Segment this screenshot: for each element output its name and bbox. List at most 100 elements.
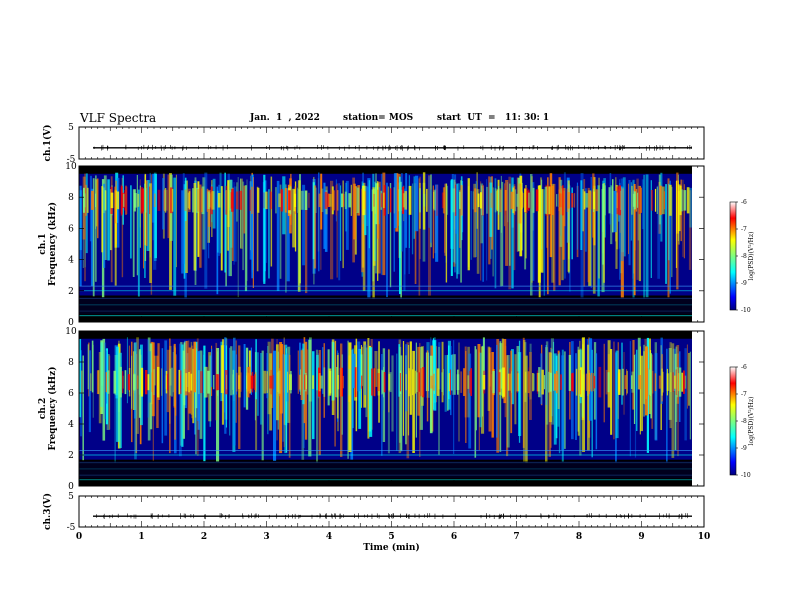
ch2-burst xyxy=(175,355,177,416)
ch1-burst xyxy=(380,173,383,275)
ch1-burst xyxy=(677,184,681,232)
ch1-core xyxy=(490,192,492,208)
ch1-burst xyxy=(668,183,670,261)
ch2-burst xyxy=(561,355,565,451)
ch2-burst xyxy=(579,340,581,394)
ch1-core xyxy=(337,190,339,211)
ch1-core xyxy=(585,193,589,208)
ch1-core xyxy=(201,188,203,213)
ch1-burst xyxy=(582,189,584,232)
ch1-burst xyxy=(377,181,381,274)
ch1-burst xyxy=(444,183,446,256)
ch1-burst xyxy=(282,176,286,235)
ch1-core xyxy=(442,187,446,214)
ch2-burst xyxy=(179,343,182,457)
ch2-burst xyxy=(632,340,635,410)
ch2-core xyxy=(239,372,242,392)
ch1-burst xyxy=(541,179,543,250)
ch1-core xyxy=(513,185,516,215)
ch2-core xyxy=(124,370,127,395)
ch2-burst xyxy=(378,341,380,423)
ch2-burst xyxy=(352,348,354,429)
ch2-burst xyxy=(100,342,103,407)
ch2-burst xyxy=(322,347,324,394)
ch1-core xyxy=(332,190,335,211)
ch1-core xyxy=(545,186,548,214)
ch1-burst xyxy=(95,179,98,227)
ch1-burst xyxy=(364,185,367,236)
ch1-burst xyxy=(524,188,527,270)
ch2-core xyxy=(318,373,321,392)
ch1-burst xyxy=(598,177,600,279)
ch2-burst xyxy=(595,353,598,450)
panel-3-ytick-label: 10 xyxy=(65,327,77,337)
ch1-burst xyxy=(204,172,208,289)
ch1-burst xyxy=(234,186,237,262)
ch1-core xyxy=(680,189,683,212)
ch2-burst xyxy=(126,337,128,404)
ch2-core xyxy=(674,375,677,389)
ch2-core xyxy=(151,372,154,392)
ch2-burst xyxy=(306,349,309,395)
ch2-core xyxy=(254,374,256,391)
ch1-core xyxy=(348,193,351,208)
ch1-core xyxy=(235,191,239,210)
ch1-burst xyxy=(336,183,338,278)
plot-title: VLF Spectra xyxy=(80,111,157,125)
ch2-core xyxy=(679,367,682,397)
ch2-core xyxy=(560,374,562,390)
ch1-burst xyxy=(375,183,379,225)
ch2-core xyxy=(527,371,530,394)
ch1-burst xyxy=(285,184,287,293)
ch2-burst xyxy=(518,340,521,443)
ch2-burst xyxy=(153,355,156,386)
ch1-burst xyxy=(636,178,639,280)
ch1-burst xyxy=(476,189,480,274)
ch2-burst xyxy=(273,350,277,461)
ch1-burst xyxy=(470,190,472,260)
ch2-burst xyxy=(209,355,211,427)
ch2-burst xyxy=(267,341,271,415)
ch1-burst xyxy=(576,182,578,250)
ch2-core xyxy=(631,375,633,389)
ch1-burst xyxy=(628,180,631,266)
ch1-burst xyxy=(103,183,106,268)
ch1-burst xyxy=(419,176,421,260)
ch1-burst xyxy=(232,187,234,261)
ch1-burst xyxy=(199,184,202,268)
ch1-core xyxy=(301,190,304,210)
ch1-core xyxy=(383,185,386,216)
ch2-core xyxy=(681,372,684,392)
ch1-burst xyxy=(217,190,219,253)
ch2-burst xyxy=(582,337,585,452)
ch1-burst xyxy=(181,190,184,274)
panel-4-ytick-label: -5 xyxy=(67,523,76,533)
ch2-core xyxy=(507,373,511,391)
ch1-core xyxy=(544,186,547,214)
ch2-burst xyxy=(409,341,412,415)
ch1-core xyxy=(284,188,287,213)
ch2-core xyxy=(448,373,451,392)
ch1-core xyxy=(315,187,317,213)
ch2-core xyxy=(200,371,203,394)
ch2-burst xyxy=(482,337,485,391)
ch1-burst xyxy=(418,178,421,296)
ch2-core xyxy=(631,371,635,393)
ch1-burst xyxy=(671,186,673,278)
ch2-burst xyxy=(475,349,477,431)
ch2-core xyxy=(145,370,148,395)
ch1-burst xyxy=(509,183,511,266)
ch1-burst xyxy=(689,187,692,228)
ch2-burst xyxy=(91,340,94,393)
ch1-burst xyxy=(643,174,645,299)
ch1-burst xyxy=(569,185,571,292)
ch1-core xyxy=(558,193,560,207)
ch2-burst xyxy=(350,349,354,460)
ch2-core xyxy=(188,372,190,393)
ch1-core xyxy=(595,189,599,212)
ch1-burst xyxy=(543,189,545,296)
ch1-burst xyxy=(342,180,344,269)
ch1-core xyxy=(170,187,173,214)
ch2-burst xyxy=(615,350,619,439)
ch1-core xyxy=(562,185,564,216)
